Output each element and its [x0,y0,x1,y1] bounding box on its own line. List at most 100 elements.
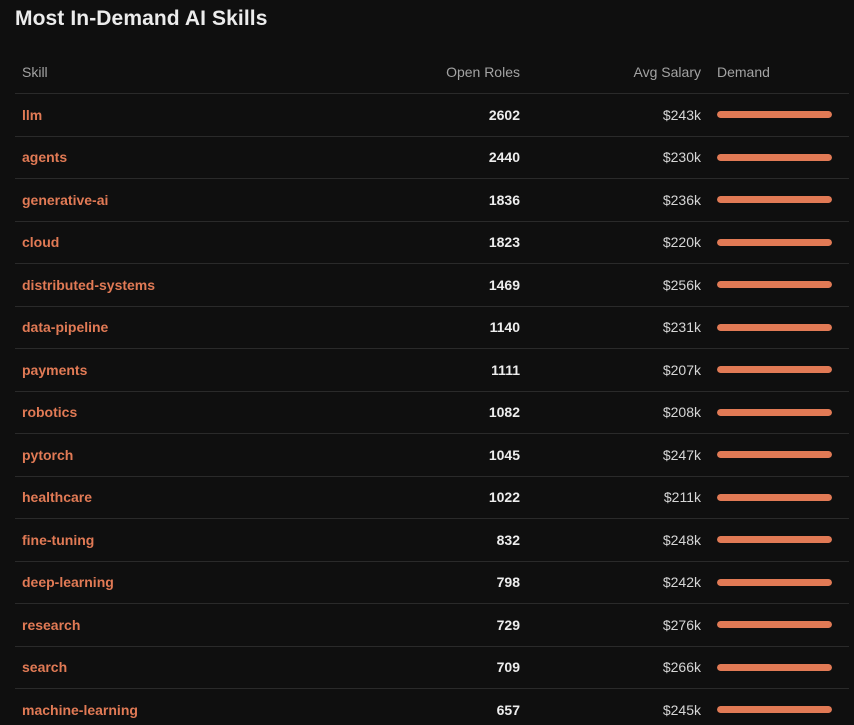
open-roles-value: 798 [392,561,520,604]
avg-salary-value: $276k [520,603,701,647]
open-roles-value: 709 [392,646,520,689]
demand-cell [701,136,849,179]
table-row[interactable]: agents 2440 $230k [15,136,849,179]
avg-salary-value: $247k [520,433,701,477]
demand-bar-fill [717,663,832,671]
skill-link[interactable]: generative-ai [15,178,392,222]
open-roles-value: 1469 [392,263,520,307]
table-row[interactable]: research 729 $276k [15,603,849,647]
skill-link[interactable]: agents [15,136,392,179]
demand-cell [701,348,849,392]
avg-salary-value: $236k [520,178,701,222]
table-row[interactable]: data-pipeline 1140 $231k [15,306,849,349]
demand-bar [717,493,832,501]
open-roles-value: 1111 [392,348,520,392]
open-roles-value: 2440 [392,136,520,179]
avg-salary-value: $245k [520,688,701,725]
demand-cell [701,518,849,562]
skill-link[interactable]: fine-tuning [15,518,392,562]
demand-bar-fill [717,536,832,544]
demand-bar [717,238,832,246]
table-row[interactable]: deep-learning 798 $242k [15,561,849,604]
skill-link[interactable]: machine-learning [15,688,392,725]
skill-link[interactable]: cloud [15,221,392,264]
table-row[interactable]: llm 2602 $243k [15,93,849,137]
demand-bar-fill [717,451,832,459]
demand-bar-fill [717,281,832,289]
avg-salary-value: $243k [520,93,701,137]
demand-bar [717,366,832,374]
demand-bar [717,281,832,289]
avg-salary-value: $266k [520,646,701,689]
open-roles-value: 1022 [392,476,520,519]
page-title: Most In-Demand AI Skills [15,7,268,30]
demand-bar-fill [717,366,832,374]
demand-bar-fill [717,111,832,119]
table-row[interactable]: healthcare 1022 $211k [15,476,849,519]
demand-bar [717,111,832,119]
demand-bar [717,621,832,629]
skill-link[interactable]: pytorch [15,433,392,477]
demand-cell [701,391,849,434]
table-row[interactable]: search 709 $266k [15,646,849,689]
demand-bar-fill [717,706,832,714]
demand-bar-fill [717,196,832,204]
table-row[interactable]: fine-tuning 832 $248k [15,518,849,562]
avg-salary-value: $211k [520,476,701,519]
skill-link[interactable]: search [15,646,392,689]
avg-salary-value: $231k [520,306,701,349]
table-header-row: Skill Open Roles Avg Salary Demand [15,51,849,94]
demand-cell [701,178,849,222]
open-roles-value: 1082 [392,391,520,434]
column-header-avg-salary[interactable]: Avg Salary [520,51,701,94]
demand-cell [701,263,849,307]
demand-bar [717,451,832,459]
open-roles-value: 1140 [392,306,520,349]
open-roles-value: 2602 [392,93,520,137]
skill-link[interactable]: payments [15,348,392,392]
avg-salary-value: $208k [520,391,701,434]
skill-link[interactable]: distributed-systems [15,263,392,307]
demand-bar [717,663,832,671]
avg-salary-value: $248k [520,518,701,562]
demand-cell [701,646,849,689]
demand-bar [717,706,832,714]
demand-cell [701,476,849,519]
avg-salary-value: $230k [520,136,701,179]
table-row[interactable]: machine-learning 657 $245k [15,688,849,725]
column-header-open-roles[interactable]: Open Roles [392,51,520,94]
table-row[interactable]: generative-ai 1836 $236k [15,178,849,222]
skill-link[interactable]: deep-learning [15,561,392,604]
column-header-skill[interactable]: Skill [15,51,392,94]
skill-link[interactable]: llm [15,93,392,137]
skill-link[interactable]: healthcare [15,476,392,519]
demand-cell [701,93,849,137]
demand-bar-fill [717,408,832,416]
demand-bar-fill [717,493,832,501]
table-row[interactable]: payments 1111 $207k [15,348,849,392]
table-row[interactable]: robotics 1082 $208k [15,391,849,434]
demand-cell [701,561,849,604]
table-row[interactable]: distributed-systems 1469 $256k [15,263,849,307]
demand-bar-fill [717,238,832,246]
avg-salary-value: $256k [520,263,701,307]
demand-bar-fill [717,323,832,331]
avg-salary-value: $207k [520,348,701,392]
demand-bar [717,323,832,331]
demand-bar [717,408,832,416]
table-row[interactable]: pytorch 1045 $247k [15,433,849,477]
avg-salary-value: $242k [520,561,701,604]
column-header-demand[interactable]: Demand [701,51,849,94]
demand-bar [717,153,832,161]
avg-salary-value: $220k [520,221,701,264]
open-roles-value: 1045 [392,433,520,477]
demand-cell [701,221,849,264]
skill-link[interactable]: robotics [15,391,392,434]
skill-link[interactable]: data-pipeline [15,306,392,349]
skill-link[interactable]: research [15,603,392,647]
demand-cell [701,433,849,477]
demand-bar [717,536,832,544]
skills-table: Skill Open Roles Avg Salary Demand llm 26… [15,51,849,725]
table-row[interactable]: cloud 1823 $220k [15,221,849,264]
